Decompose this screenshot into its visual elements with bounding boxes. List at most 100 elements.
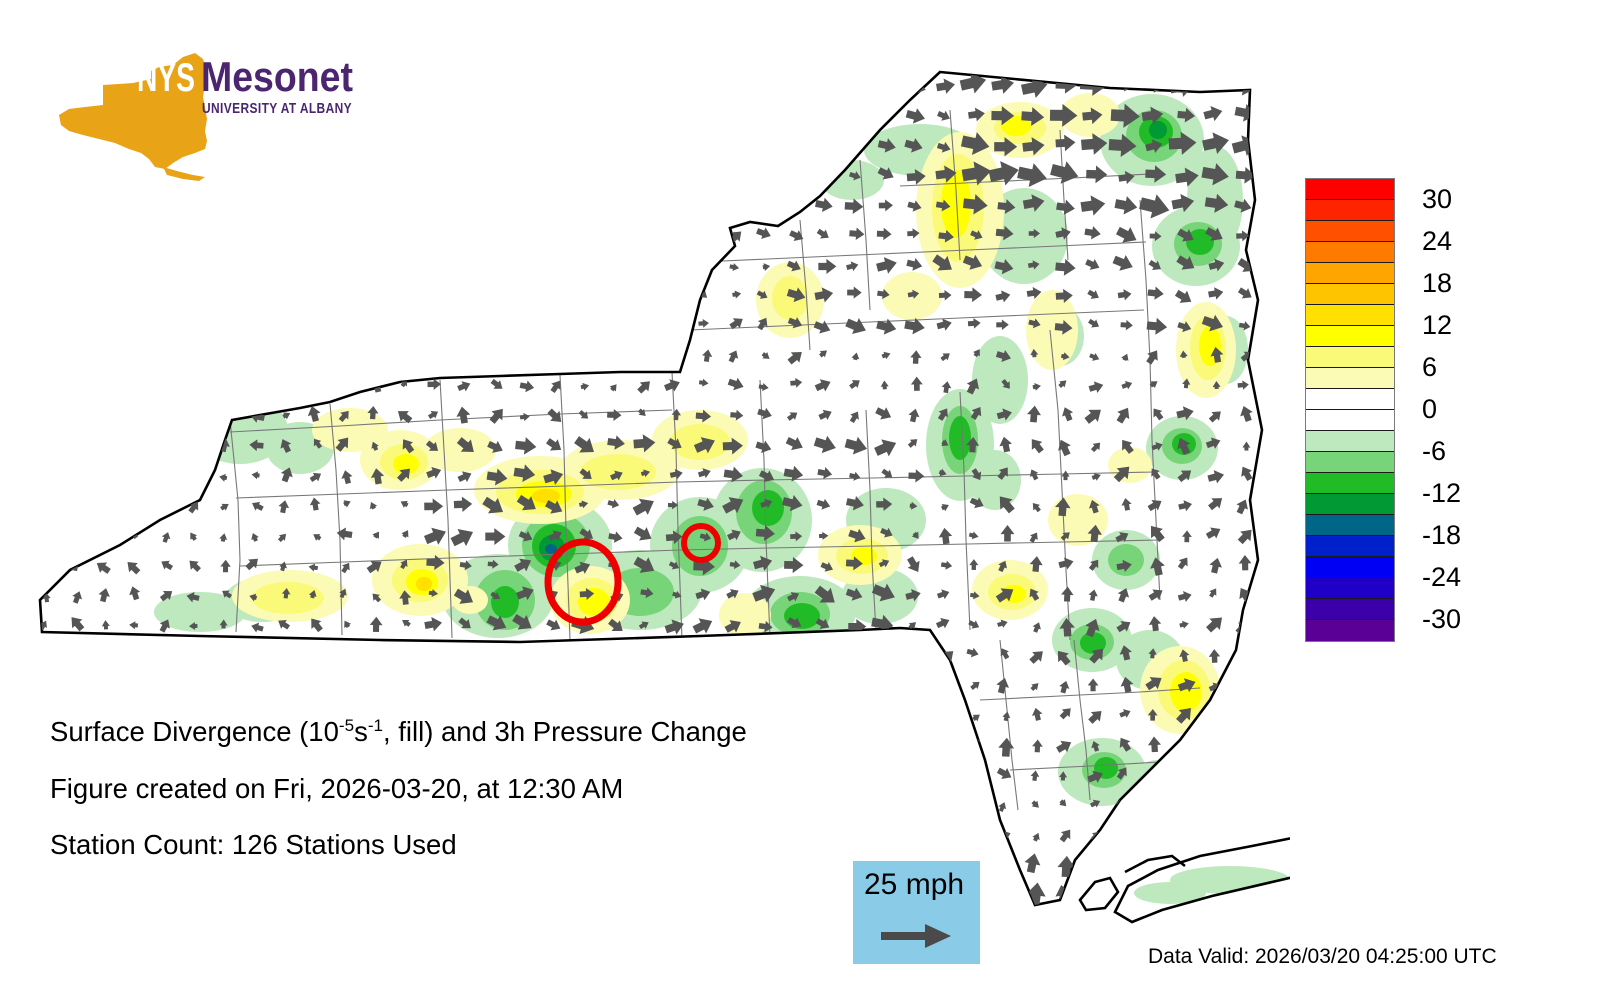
wind-vector-arrow <box>128 680 143 692</box>
wind-vector-arrow <box>1029 588 1040 601</box>
wind-vector-arrow <box>1212 380 1221 389</box>
wind-vector-arrow <box>548 530 562 541</box>
wind-vector-arrow <box>1237 768 1248 782</box>
wind-vector-arrow <box>702 229 710 239</box>
wind-vector-arrow <box>458 319 470 333</box>
wind-vector-arrow <box>453 496 473 512</box>
wind-vector-arrow <box>247 914 268 938</box>
wind-vector-arrow <box>820 562 834 572</box>
wind-vector-arrow <box>340 380 349 388</box>
wind-vector-arrow <box>190 228 201 241</box>
wind-vector-arrow <box>1145 139 1163 154</box>
wind-vector-arrow <box>881 351 891 360</box>
wind-vector-arrow <box>343 500 351 508</box>
wind-vector-arrow <box>491 142 499 150</box>
wind-vector-arrow <box>308 590 317 599</box>
wind-vector-arrow <box>669 286 685 299</box>
wind-vector-arrow <box>577 260 591 272</box>
wind-vector-arrow <box>878 681 894 693</box>
wind-vector-arrow <box>1091 741 1100 752</box>
wind-vector-arrow <box>1088 710 1102 724</box>
wind-vector-arrow <box>1087 678 1099 692</box>
wind-vector-arrow <box>158 229 169 243</box>
wind-vector-arrow <box>938 468 947 477</box>
wind-vector-arrow <box>1119 645 1132 661</box>
wind-vector-arrow <box>1000 648 1010 660</box>
wind-vector-arrow <box>41 380 50 391</box>
wind-vector-arrow <box>486 615 507 631</box>
wind-vector-arrow <box>632 498 654 516</box>
wind-vector-arrow <box>1061 470 1070 481</box>
wind-vector-arrow <box>813 320 831 334</box>
wind-vector-arrow <box>727 529 741 541</box>
wind-vector-arrow <box>69 264 78 272</box>
wind-vector-arrow <box>610 317 619 327</box>
wind-vector-arrow <box>517 226 527 237</box>
wind-vector-arrow <box>905 108 925 124</box>
wind-vector-arrow <box>41 291 49 300</box>
wind-vector-arrow <box>1088 381 1104 393</box>
wind-vector-arrow <box>845 110 861 124</box>
wind-vector-arrow <box>186 441 200 453</box>
wind-vector-arrow <box>1181 530 1192 543</box>
wind-vector-arrow <box>450 528 474 547</box>
wind-vector-arrow <box>281 588 291 599</box>
wind-vector-arrow <box>1121 380 1133 390</box>
wind-vector-arrow <box>487 559 499 569</box>
wind-scale-legend: 25 mph <box>853 861 980 964</box>
annotation-circle-large <box>544 538 622 626</box>
wind-vector-arrow <box>515 347 532 361</box>
colorbar-band <box>1306 515 1394 536</box>
wind-vector-arrow <box>158 440 173 452</box>
wind-vector-arrow <box>308 563 319 572</box>
wind-vector-arrow <box>219 533 228 542</box>
wind-vector-arrow <box>459 560 472 571</box>
wind-vector-arrow <box>251 622 264 633</box>
wind-vector-arrow <box>552 351 561 359</box>
wind-vector-arrow <box>907 228 920 239</box>
wind-vector-arrow <box>401 530 409 538</box>
colorbar-band <box>1306 263 1394 284</box>
wind-vector-arrow <box>784 138 803 153</box>
wind-vector-arrow <box>610 79 620 92</box>
wind-vector-arrow <box>222 590 233 599</box>
wind-vector-arrow <box>99 649 108 658</box>
wind-vector-arrow <box>1059 771 1068 781</box>
colorbar-band <box>1306 221 1394 242</box>
wind-vector-arrow <box>666 77 679 88</box>
wind-vector-arrow <box>457 167 469 181</box>
wind-vector-arrow <box>815 197 833 213</box>
wind-vector-arrow <box>1030 770 1040 782</box>
wind-vector-arrow <box>730 409 744 421</box>
wind-vector-arrow <box>728 350 739 363</box>
wind-vector-arrow <box>1087 770 1103 783</box>
wind-vector-arrow <box>1085 258 1100 270</box>
wind-vector-arrow <box>70 467 85 479</box>
wind-vector-arrow <box>369 616 383 632</box>
wind-vector-arrow <box>874 439 897 457</box>
wind-vector-arrow <box>490 378 503 389</box>
wind-vector-arrow <box>308 288 322 300</box>
wind-vector-arrow <box>1114 196 1138 215</box>
wind-vector-arrow <box>221 229 230 241</box>
wind-vector-arrow <box>1122 439 1134 454</box>
wind-vector-arrow <box>881 468 893 478</box>
wind-vector-arrow <box>397 411 413 424</box>
wind-vector-arrow <box>220 559 231 573</box>
wind-vector-arrow <box>1022 137 1045 156</box>
wind-vector-arrow <box>962 194 988 215</box>
wind-vector-arrow <box>995 225 1014 241</box>
wind-vector-arrow <box>517 886 535 905</box>
wind-vector-arrow <box>427 348 442 366</box>
wind-vector-arrow <box>964 796 981 810</box>
wind-vector-arrow <box>722 913 744 938</box>
wind-vector-arrow <box>1082 107 1103 125</box>
colorbar-tick-label: -24 <box>1422 562 1462 592</box>
wind-vector-arrow <box>1177 437 1191 455</box>
wind-vector-arrow <box>1055 288 1073 304</box>
wind-vector-arrow <box>936 589 950 600</box>
wind-vector-arrow <box>790 531 803 542</box>
wind-vector-arrow <box>188 622 198 631</box>
colorbar-band <box>1306 536 1394 557</box>
wind-vector-arrow <box>668 680 680 691</box>
